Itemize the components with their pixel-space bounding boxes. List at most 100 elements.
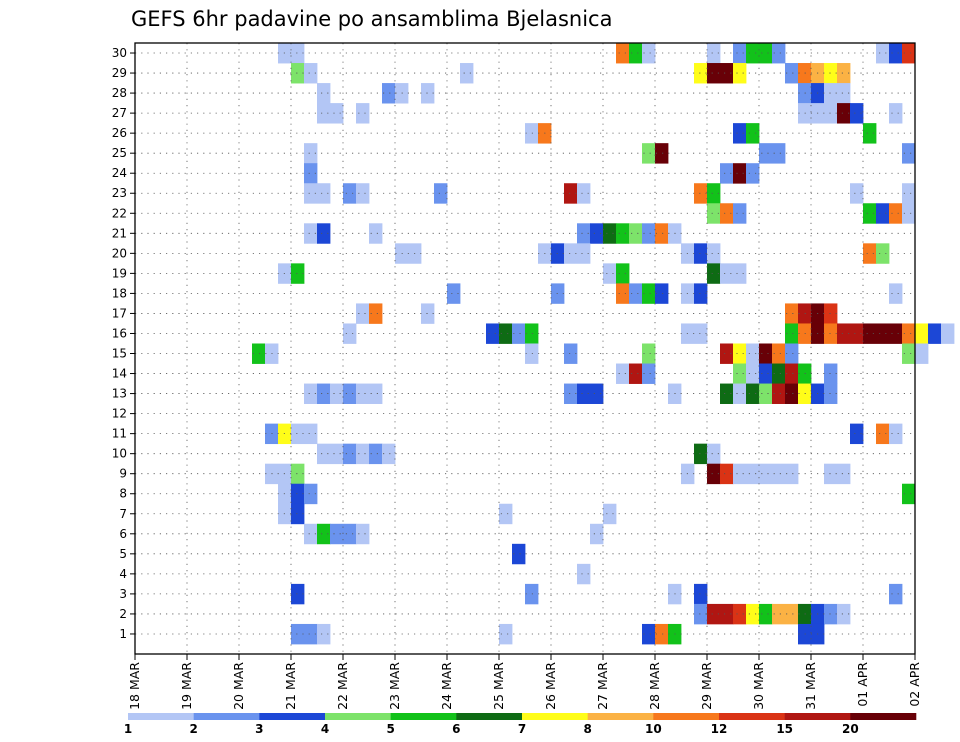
y-tick-label: 21 [112, 226, 127, 240]
heatmap-cell [317, 623, 331, 645]
heatmap-cell [694, 443, 708, 465]
heatmap-cell [707, 183, 721, 204]
heatmap-cell [720, 163, 734, 184]
heatmap-cell [577, 383, 604, 404]
heatmap-cell [902, 343, 916, 364]
heatmap-cell [707, 603, 734, 625]
heatmap-cell [824, 463, 851, 485]
heatmap-cell [317, 103, 344, 124]
heatmap-cell [889, 103, 903, 124]
heatmap-cell [889, 203, 903, 224]
heatmap-cell [460, 63, 474, 84]
heatmap-cell [850, 423, 864, 445]
heatmap-cell [525, 343, 539, 364]
heatmap-cell [421, 303, 435, 324]
heatmap-cell [733, 203, 747, 224]
heatmap-cell [304, 383, 318, 404]
y-tick-label: 29 [112, 66, 127, 80]
heatmap-cell [733, 363, 747, 384]
y-tick-label: 7 [119, 507, 127, 521]
heatmap-cell [525, 583, 539, 605]
heatmap-cell [317, 443, 344, 465]
heatmap-cell [304, 143, 318, 164]
heatmap-cell [720, 203, 734, 224]
heatmap-cell [642, 223, 656, 244]
x-tick-label: 18 MAR [127, 662, 142, 710]
heatmap-cell [499, 323, 513, 344]
heatmap-cell [941, 323, 955, 344]
heatmap-cell [785, 343, 799, 364]
x-tick-label: 20 MAR [231, 662, 246, 710]
heatmap-cell [759, 143, 786, 164]
heatmap-cell [837, 603, 851, 625]
y-tick-label: 13 [112, 387, 127, 401]
heatmap-cell [291, 503, 305, 525]
heatmap-cell [746, 123, 760, 144]
heatmap-cell [876, 423, 890, 445]
y-axis-ticks: 1234567891011121314151617181920212223242… [112, 46, 135, 641]
y-tick-label: 14 [112, 367, 127, 381]
heatmap-cell [733, 343, 747, 364]
x-tick-label: 02 APR [907, 662, 922, 707]
heatmap-cell [577, 563, 591, 585]
heatmap-cell [876, 243, 890, 264]
colorbar-swatch [587, 713, 654, 720]
heatmap-cell [785, 383, 799, 404]
heatmap-cells [252, 43, 955, 645]
heatmap-cell [772, 363, 786, 384]
heatmap-cell [356, 383, 383, 404]
heatmap-cell [616, 43, 630, 64]
heatmap-cell [603, 223, 617, 244]
heatmap-cell [499, 503, 513, 525]
y-tick-label: 27 [112, 106, 127, 120]
heatmap-cell [369, 303, 383, 324]
heatmap-cell [915, 323, 929, 344]
heatmap-cell [590, 523, 604, 545]
heatmap-cell [746, 343, 760, 364]
heatmap-cell [330, 523, 357, 545]
colorbar-label: 10 [645, 722, 662, 736]
heatmap-cell [343, 183, 357, 204]
y-tick-label: 6 [119, 527, 127, 541]
heatmap-cell [733, 383, 747, 404]
y-tick-label: 11 [112, 427, 127, 441]
colorbar-swatch [456, 713, 523, 720]
heatmap-cell [616, 223, 630, 244]
y-tick-label: 10 [112, 447, 127, 461]
heatmap-cell [304, 183, 331, 204]
heatmap-cell [902, 323, 916, 344]
heatmap-cell [746, 363, 760, 384]
heatmap-cell [759, 363, 773, 384]
heatmap-cell [603, 263, 617, 284]
heatmap-cell [876, 43, 890, 64]
heatmap-cell [707, 203, 721, 224]
heatmap-cell [694, 243, 708, 264]
colorbar-label: 4 [321, 722, 329, 736]
heatmap-cell [785, 363, 799, 384]
heatmap-cell [772, 603, 799, 625]
heatmap-cell [733, 43, 747, 64]
x-axis-ticks: 18 MAR 19 MAR 20 MAR 21 MAR 22 MAR 23 MAR 24 M… [127, 654, 922, 710]
heatmap-cell [746, 43, 773, 64]
heatmap-cell [655, 283, 669, 304]
x-tick-label: 27 MAR [595, 662, 610, 710]
colorbar-swatch [522, 713, 588, 720]
y-tick-label: 26 [112, 126, 127, 140]
heatmap-cell [720, 263, 747, 284]
heatmap-cell [694, 283, 708, 304]
y-tick-label: 4 [119, 567, 127, 581]
colorbar-label: 2 [189, 722, 197, 736]
heatmap-cell [525, 323, 539, 344]
heatmap-cell [694, 603, 708, 625]
heatmap-cell [356, 183, 370, 204]
heatmap-cell [655, 623, 669, 645]
y-tick-label: 9 [119, 467, 127, 481]
heatmap-cell [759, 603, 773, 625]
heatmap-cell [707, 443, 721, 465]
heatmap-cell [291, 63, 305, 84]
heatmap-cell [889, 43, 903, 64]
heatmap-cell [837, 103, 851, 124]
y-tick-label: 3 [119, 587, 127, 601]
heatmap-cell [291, 623, 318, 645]
heatmap-cell [863, 203, 877, 224]
